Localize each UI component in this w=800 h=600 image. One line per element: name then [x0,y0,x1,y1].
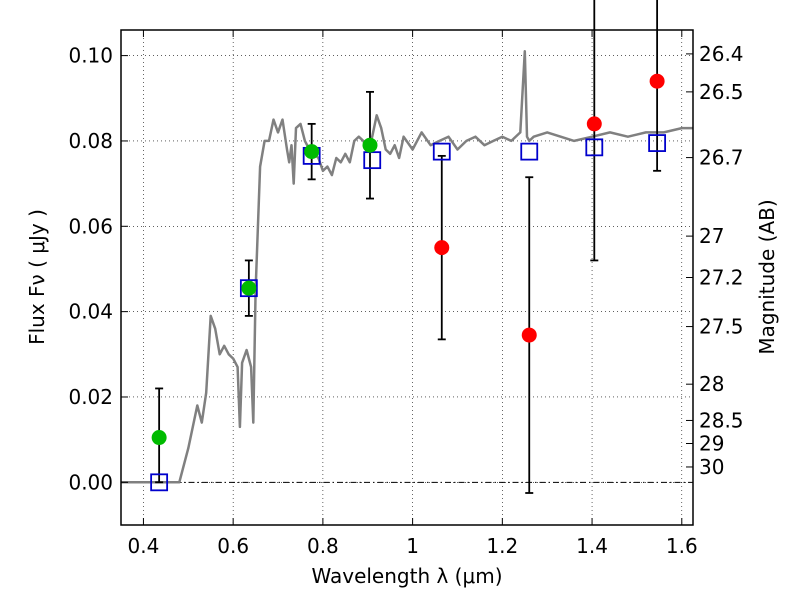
detection-point-1 [241,280,257,296]
detection-point-3 [362,137,378,153]
y2-tick-label-6: 28 [699,372,724,396]
y2-tick-label-4: 27.2 [699,266,744,290]
model-point-6 [585,138,604,157]
y2-tick-label-3: 27 [699,224,724,248]
model-point-0 [150,473,169,492]
template-sed-layer [121,50,693,484]
x-tick-label-6: 1.6 [666,534,698,558]
y2-tick-label-2: 26.7 [699,146,744,170]
y-tick-label-2: 0.04 [68,300,113,324]
y2-axis-label: Magnitude (AB) [755,199,779,354]
detection-points [151,137,378,446]
x-tick-label-1: 0.6 [217,534,249,558]
x-tick-label-2: 0.8 [307,534,339,558]
model-point-7 [648,134,667,152]
y2-tick-label-0: 26.4 [699,42,744,66]
y-tick-label-5: 0.10 [68,44,113,68]
detection-point-0 [151,430,167,446]
y-axis-label: Flux Fν ( μJy ) [25,209,49,345]
x-tick-label-5: 1.4 [576,534,608,558]
x-tick-label-3: 1 [406,534,419,558]
model-point-1 [239,279,258,298]
y2-tick-label-7: 28.5 [699,408,744,432]
y2-tick-label-5: 27.5 [699,315,744,339]
model-point-4 [432,142,451,161]
upper-limit-point-0 [434,240,450,256]
template-sed-line [121,50,693,484]
x-tick-label-0: 0.4 [128,534,160,558]
y-tick-label-4: 0.08 [68,129,113,153]
model-points [150,134,667,492]
upper-limit-point-1 [521,327,537,343]
y2-tick-label-9: 30 [699,455,724,479]
detection-point-2 [304,144,320,160]
y-tick-label-1: 0.02 [68,385,113,409]
y-tick-label-0: 0.00 [68,470,113,494]
y-tick-label-3: 0.06 [68,214,113,238]
y2-tick-label-1: 26.5 [699,80,744,104]
x-axis-label: Wavelength λ (μm) [311,564,502,588]
upper-limit-point-2 [586,116,602,132]
y2-tick-label-8: 29 [699,431,724,455]
upper-limit-point-3 [649,73,665,89]
plot-background [121,30,693,525]
model-point-5 [520,142,539,161]
upper-limit-points [434,73,665,343]
x-axis-ticks: 0.4 0.6 0.8 1 1.2 1.4 1.6 [128,30,698,558]
x-tick-label-4: 1.2 [486,534,518,558]
y-axis-ticks: 0.00 0.02 0.04 0.06 0.08 0.10 [68,44,128,494]
